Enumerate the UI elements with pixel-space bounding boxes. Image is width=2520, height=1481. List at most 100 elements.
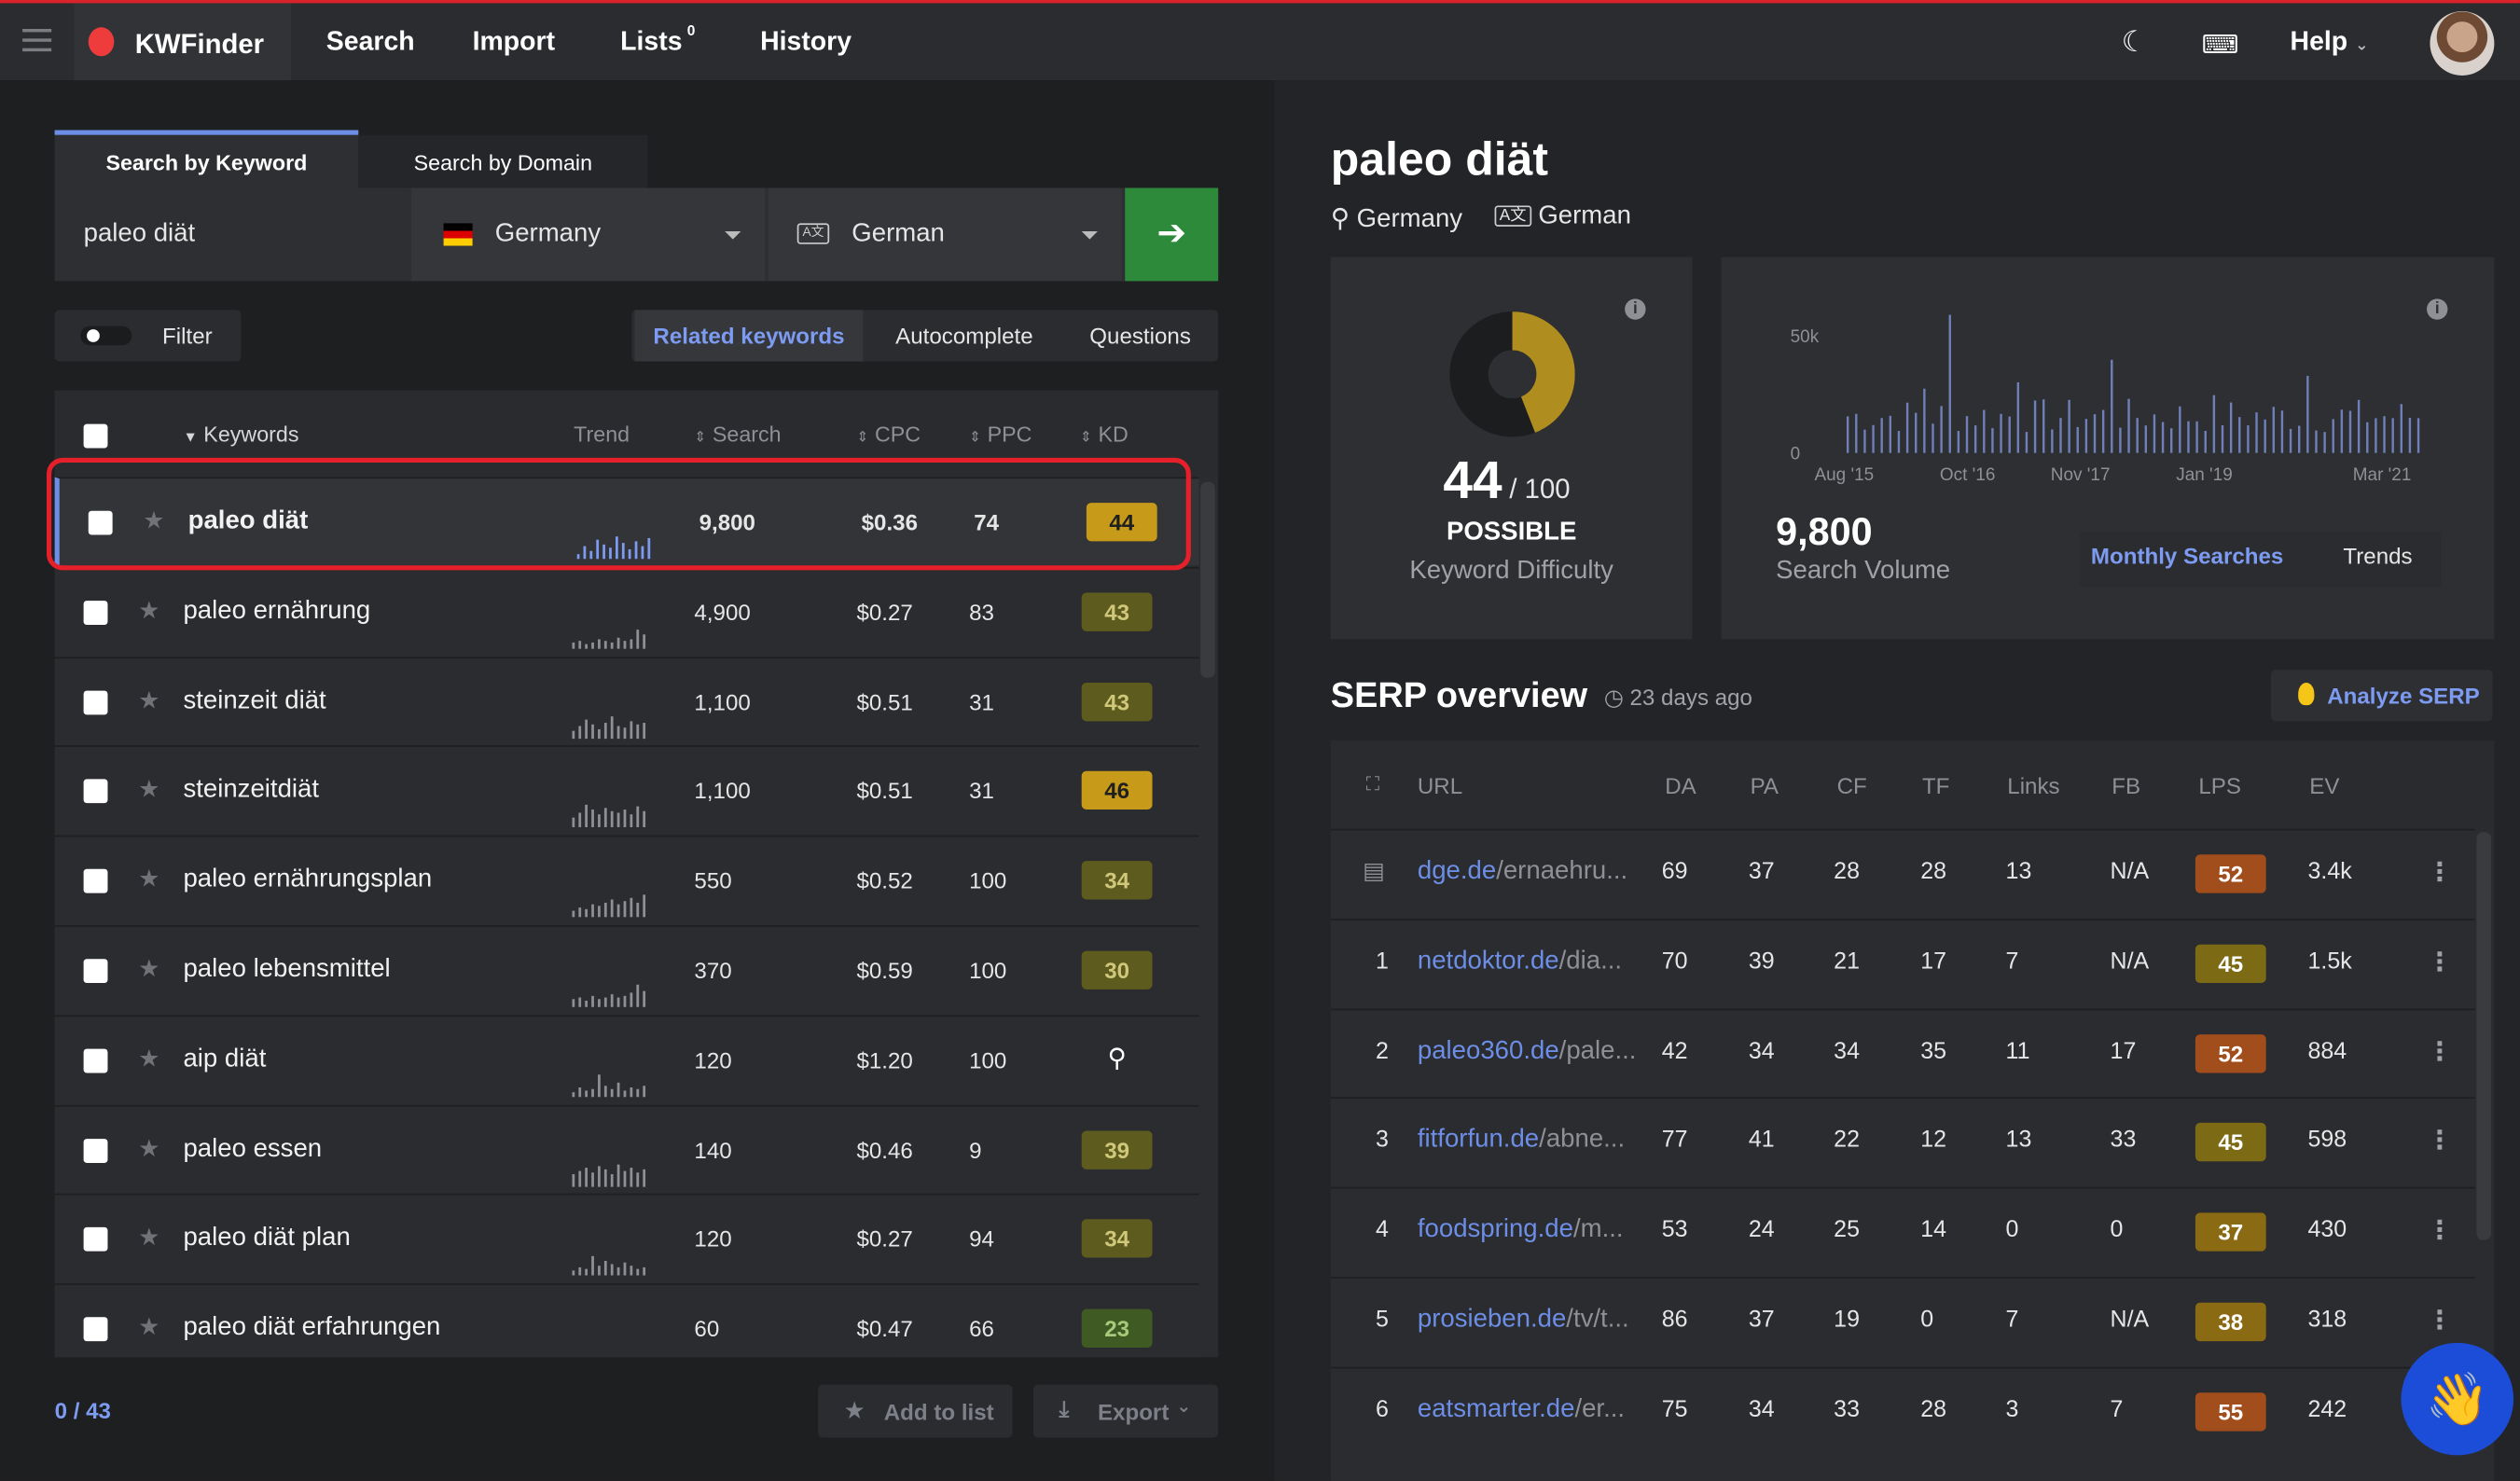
nav-import[interactable]: Import: [472, 27, 556, 57]
keyword-cell[interactable]: paleo ernährungsplan: [183, 865, 433, 893]
tab-trends[interactable]: Trends: [2343, 543, 2413, 569]
star-icon[interactable]: ★: [138, 865, 160, 893]
serp-row[interactable]: 2 paleo360.de/pale... 42 34 34 35 11 17 …: [1330, 1007, 2475, 1097]
row-checkbox[interactable]: [83, 1317, 108, 1342]
chat-widget-button[interactable]: 👋: [2401, 1342, 2514, 1456]
col-cpc[interactable]: ⇕ CPC: [856, 422, 921, 447]
more-options-icon[interactable]: ⋮: [2427, 1217, 2453, 1246]
row-checkbox[interactable]: [83, 1227, 108, 1253]
url-link[interactable]: prosieben.de/tv/t...: [1418, 1306, 1629, 1335]
row-checkbox[interactable]: [83, 1138, 108, 1163]
serp-row[interactable]: ▤ dge.de/ernaehru... 69 37 28 28 13 N/A …: [1330, 828, 2475, 918]
add-to-list-button[interactable]: ★ Add to list: [818, 1384, 1013, 1438]
tab-monthly-searches[interactable]: Monthly Searches: [2090, 543, 2284, 569]
serp-row[interactable]: 3 fitforfun.de/abne... 77 41 22 12 13 33…: [1330, 1098, 2475, 1186]
url-link[interactable]: netdoktor.de/dia...: [1418, 948, 1622, 976]
avatar[interactable]: [2430, 11, 2495, 76]
keyword-cell[interactable]: steinzeitdiät: [183, 776, 320, 804]
lightbulb-icon: [2298, 682, 2315, 706]
expand-icon[interactable]: ⛶: [1365, 772, 1380, 796]
star-icon[interactable]: ★: [138, 1314, 160, 1342]
keyword-cell[interactable]: paleo ernährung: [183, 597, 371, 625]
export-button[interactable]: ⤓ Export ⌄: [1033, 1384, 1219, 1438]
filter-toggle[interactable]: Filter: [54, 310, 242, 362]
row-checkbox[interactable]: [83, 869, 108, 893]
serp-row[interactable]: 1 netdoktor.de/dia... 70 39 21 17 7 N/A …: [1330, 918, 2475, 1007]
info-icon[interactable]: i: [2427, 298, 2448, 320]
language-select[interactable]: A文 German: [768, 187, 1122, 282]
keyword-cell[interactable]: aip diät: [183, 1045, 267, 1073]
table-scrollbar[interactable]: [1200, 481, 1215, 678]
dark-mode-icon[interactable]: ☾: [2121, 25, 2148, 59]
table-row[interactable]: ★ paleo ernährungsplan 550 $0.52 100 34: [54, 835, 1199, 924]
tab-autocomplete[interactable]: Autocomplete: [895, 323, 1033, 349]
tab-related-keywords[interactable]: Related keywords: [634, 310, 864, 362]
search-go-button[interactable]: ➔: [1125, 187, 1219, 282]
url-link[interactable]: dge.de/ernaehru...: [1418, 858, 1627, 887]
tab-search-by-domain[interactable]: Search by Domain: [358, 134, 648, 191]
country-select[interactable]: Germany: [411, 187, 766, 282]
table-row[interactable]: ★ paleo diät plan 120 $0.27 94 34: [54, 1194, 1199, 1283]
url-link[interactable]: foodspring.de/m...: [1418, 1216, 1624, 1245]
star-icon[interactable]: ★: [143, 507, 165, 535]
row-checkbox[interactable]: [83, 959, 108, 984]
nav-search[interactable]: Search: [325, 27, 415, 57]
more-options-icon[interactable]: ⋮: [2427, 1038, 2453, 1066]
keyword-cell[interactable]: paleo diät erfahrungen: [183, 1314, 441, 1342]
more-options-icon[interactable]: ⋮: [2427, 1307, 2453, 1336]
table-row[interactable]: ★ steinzeitdiät 1,100 $0.51 31 46: [54, 745, 1199, 835]
star-icon[interactable]: ★: [138, 1045, 160, 1073]
col-search[interactable]: ⇕ Search: [694, 422, 781, 447]
nav-lists[interactable]: Lists 0: [620, 22, 695, 58]
table-row[interactable]: ★ paleo lebensmittel 370 $0.59 100 30: [54, 925, 1199, 1014]
keyword-cell[interactable]: paleo diät plan: [183, 1225, 351, 1253]
row-checkbox[interactable]: [83, 600, 108, 625]
star-icon[interactable]: ★: [138, 686, 160, 714]
more-options-icon[interactable]: ⋮: [2427, 1128, 2453, 1156]
row-checkbox[interactable]: [83, 1048, 108, 1073]
search-icon[interactable]: ⚲: [1107, 1045, 1127, 1073]
keyword-cell[interactable]: paleo essen: [183, 1134, 323, 1163]
serp-scrollbar[interactable]: [2476, 832, 2491, 1240]
logo[interactable]: KWFinder: [74, 3, 291, 81]
table-row[interactable]: ★ paleo essen 140 $0.46 9 39: [54, 1104, 1199, 1193]
star-icon[interactable]: ★: [138, 776, 160, 804]
analyze-serp-button[interactable]: Analyze SERP: [2270, 670, 2493, 722]
col-keywords[interactable]: ▼ Keywords: [183, 422, 298, 447]
row-checkbox[interactable]: [88, 510, 113, 535]
keyword-cell[interactable]: paleo diät: [187, 507, 309, 535]
row-checkbox[interactable]: [83, 689, 108, 714]
table-row[interactable]: ★ steinzeit diät 1,100 $0.51 31 43: [54, 656, 1199, 745]
table-row[interactable]: ★ aip diät 120 $1.20 100 ⚲: [54, 1015, 1199, 1103]
toggle-switch[interactable]: [80, 325, 132, 346]
url-link[interactable]: paleo360.de/pale...: [1418, 1037, 1637, 1066]
row-checkbox[interactable]: [83, 779, 108, 804]
select-all-checkbox[interactable]: [83, 423, 108, 449]
serp-row[interactable]: 6 eatsmarter.de/er... 75 34 33 28 3 7 55…: [1330, 1366, 2475, 1455]
star-icon[interactable]: ★: [138, 1134, 160, 1163]
menu-icon[interactable]: [22, 29, 52, 52]
star-icon[interactable]: ★: [138, 597, 160, 625]
keyboard-icon[interactable]: ⌨: [2201, 32, 2239, 60]
col-kd[interactable]: ⇕ KD: [1080, 422, 1128, 447]
tab-search-by-keyword[interactable]: Search by Keyword: [54, 130, 359, 191]
serp-row[interactable]: 5 prosieben.de/tv/t... 86 37 19 0 7 N/A …: [1330, 1277, 2475, 1365]
url-link[interactable]: fitforfun.de/abne...: [1418, 1127, 1625, 1156]
serp-row[interactable]: 4 foodspring.de/m... 53 24 25 14 0 0 37 …: [1330, 1187, 2475, 1276]
keyword-input[interactable]: paleo diät: [54, 187, 408, 282]
help-menu[interactable]: Help ⌄: [2291, 27, 2369, 58]
nav-history[interactable]: History: [760, 27, 852, 57]
table-row[interactable]: ★ paleo diät erfahrungen 60 $0.47 66 23: [54, 1283, 1199, 1358]
keyword-cell[interactable]: paleo lebensmittel: [183, 955, 391, 984]
star-icon[interactable]: ★: [138, 955, 160, 984]
table-row[interactable]: ★ paleo diät 9,800 $0.36 74 44: [54, 477, 1199, 566]
star-icon[interactable]: ★: [138, 1225, 160, 1253]
info-icon[interactable]: i: [1625, 298, 1646, 320]
tab-questions[interactable]: Questions: [1089, 323, 1191, 349]
table-row[interactable]: ★ paleo ernährung 4,900 $0.27 83 43: [54, 566, 1199, 656]
more-options-icon[interactable]: ⋮: [2427, 948, 2453, 976]
keyword-cell[interactable]: steinzeit diät: [183, 686, 326, 714]
more-options-icon[interactable]: ⋮: [2427, 859, 2453, 887]
col-ppc[interactable]: ⇕ PPC: [969, 422, 1032, 447]
url-link[interactable]: eatsmarter.de/er...: [1418, 1395, 1625, 1424]
